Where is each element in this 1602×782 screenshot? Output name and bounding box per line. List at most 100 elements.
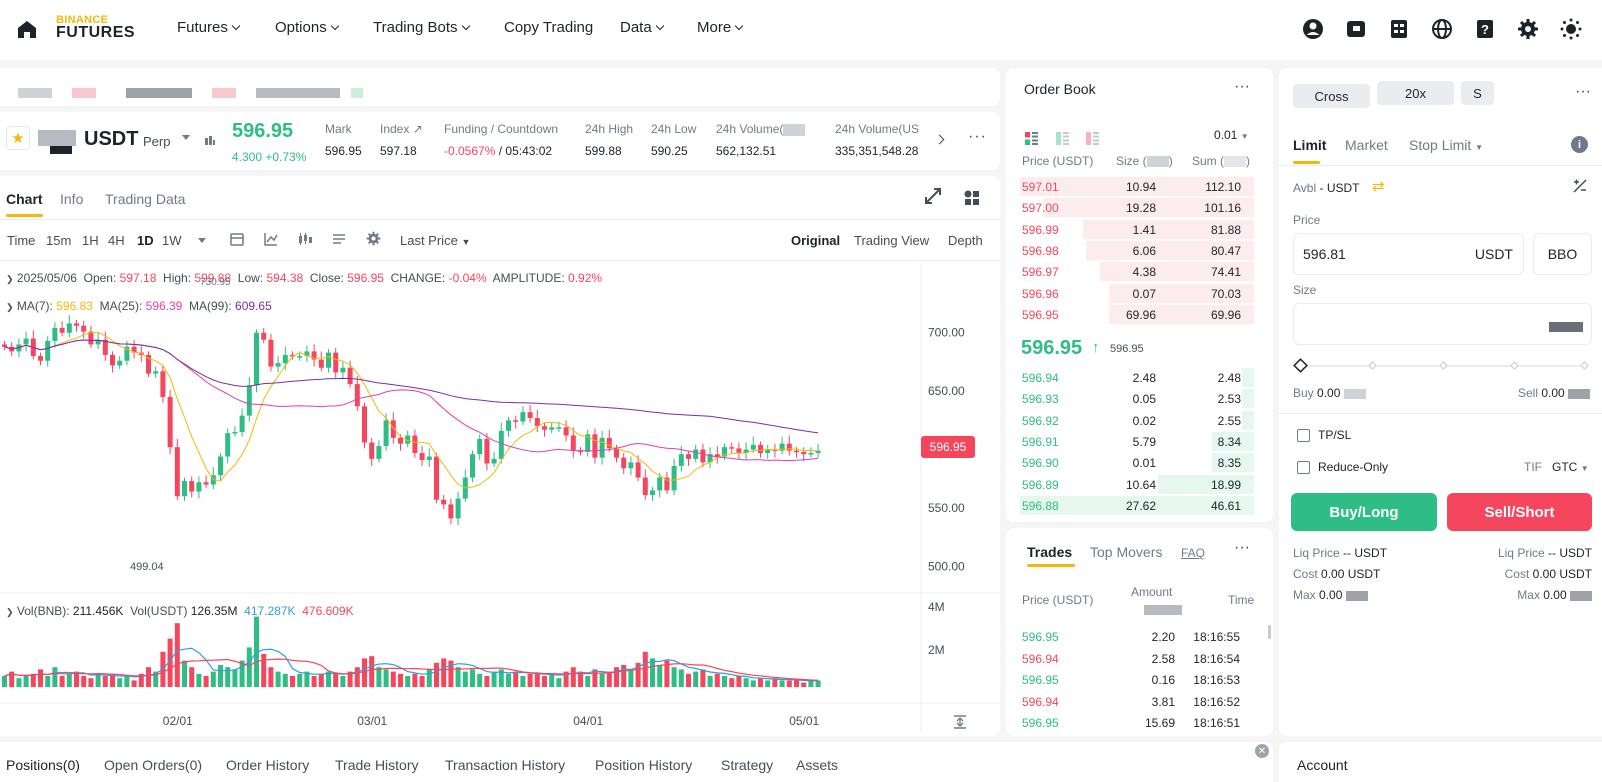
orderbook-row[interactable]: 596.88 27.62 46.61 (1010, 495, 1254, 516)
size-slider[interactable] (1293, 358, 1592, 374)
layout-icon[interactable] (963, 189, 981, 207)
orderbook-row[interactable]: 596.90 0.01 8.35 (1010, 452, 1254, 473)
gear-icon[interactable] (1517, 18, 1539, 40)
orderbook-row[interactable]: 596.89 10.64 18.99 (1010, 474, 1254, 495)
index-stat[interactable]: Index ↗ 597.18 (380, 122, 423, 158)
tpsl-checkbox[interactable] (1297, 429, 1310, 442)
buy-long-button[interactable]: Buy/Long (1291, 493, 1437, 531)
timeframe-time[interactable]: Time (7, 233, 36, 248)
price-type-select[interactable]: Last Price ▼ (400, 233, 470, 248)
timeframe-15m[interactable]: 15m (46, 233, 72, 248)
orderbook-row[interactable]: 596.96 0.07 70.03 (1010, 283, 1254, 304)
tab-order-history[interactable]: Order History (226, 757, 310, 773)
user-icon[interactable] (1302, 18, 1324, 40)
tab-trades[interactable]: Trades (1027, 544, 1073, 560)
tab-open-orders[interactable]: Open Orders(0) (104, 757, 203, 773)
bbo-button[interactable]: BBO (1533, 233, 1592, 275)
home-icon[interactable] (16, 18, 38, 40)
collapse-icon[interactable]: ❯ (6, 607, 14, 617)
tab-strategy[interactable]: Strategy (721, 757, 774, 773)
leverage-button[interactable]: 20x (1377, 81, 1454, 105)
orderbook-row[interactable]: 596.92 0.02 2.55 (1010, 410, 1254, 431)
tab-positions[interactable]: Positions(0) (6, 757, 80, 773)
nav-futures[interactable]: Futures (177, 19, 241, 36)
drawing-tools-icon[interactable] (332, 232, 346, 246)
chevron-right-icon[interactable] (934, 134, 945, 145)
order-type-market[interactable]: Market (1345, 137, 1388, 153)
tab-trade-history[interactable]: Trade History (335, 757, 419, 773)
tab-trading-data[interactable]: Trading Data (105, 191, 186, 207)
collapse-icon[interactable]: ❯ (6, 302, 14, 312)
close-icon[interactable]: ✕ (1255, 744, 1269, 758)
orderbook-row[interactable]: 597.01 10.94 112.10 (1010, 176, 1254, 197)
more-icon[interactable]: ··· (968, 128, 987, 145)
view-depth[interactable]: Depth (948, 233, 983, 248)
nav-trading-bots[interactable]: Trading Bots (373, 19, 470, 36)
book-bids-icon[interactable] (1056, 132, 1069, 145)
info-icon[interactable]: i (1571, 136, 1588, 153)
brand-logo[interactable]: BINANCE FUTURES (56, 14, 135, 42)
sell-short-button[interactable]: Sell/Short (1447, 493, 1592, 531)
scrollbar[interactable] (1268, 625, 1271, 639)
margin-mode-button[interactable]: Cross (1293, 84, 1370, 108)
tab-chart[interactable]: Chart (6, 191, 43, 207)
order-type-stop-limit[interactable]: Stop Limit ▼ (1409, 137, 1483, 153)
tab-top-movers[interactable]: Top Movers (1090, 544, 1163, 560)
more-icon[interactable]: ··· (1575, 83, 1591, 100)
calculator-icon[interactable] (1572, 178, 1588, 194)
auto-scale-icon[interactable] (953, 715, 967, 729)
help-icon[interactable]: ? (1474, 18, 1496, 40)
tab-position-history[interactable]: Position History (595, 757, 693, 773)
chart-settings-icon[interactable] (366, 231, 381, 246)
view-trading-view[interactable]: Trading View (854, 233, 930, 248)
tick-size-select[interactable]: 0.01 ▼ (1214, 128, 1249, 142)
orderbook-row[interactable]: 597.00 19.28 101.16 (1010, 197, 1254, 218)
timeframe-dropdown-icon[interactable] (198, 238, 206, 243)
orderbook-row[interactable]: 596.97 4.38 74.41 (1010, 261, 1254, 282)
chart-icon[interactable] (204, 134, 216, 146)
asset-mode-button[interactable]: S (1461, 81, 1494, 105)
timeframe-1d[interactable]: 1D (137, 233, 154, 248)
faq-link[interactable]: FAQ (1181, 546, 1206, 560)
theme-icon[interactable] (1560, 18, 1582, 40)
size-input[interactable] (1293, 303, 1592, 345)
orderbook-row[interactable]: 596.91 5.79 8.34 (1010, 431, 1254, 452)
nav-more[interactable]: More (697, 19, 744, 36)
orderbook-row[interactable]: 596.95 69.96 69.96 (1010, 304, 1254, 325)
symbol-name[interactable]: USDT (84, 128, 139, 150)
orderbook-row[interactable]: 596.94 2.48 2.48 (1010, 367, 1254, 388)
fullscreen-icon[interactable] (924, 187, 942, 205)
order-type-limit[interactable]: Limit (1293, 137, 1327, 153)
favorite-star-icon[interactable]: ★ (6, 126, 30, 150)
orderbook-row[interactable]: 596.98 6.06 80.47 (1010, 240, 1254, 261)
view-original[interactable]: Original (791, 233, 841, 248)
timeframe-1w[interactable]: 1W (162, 233, 182, 248)
calendar-icon[interactable] (230, 232, 244, 246)
timeframe-1h[interactable]: 1H (82, 233, 99, 248)
symbol-dropdown-icon[interactable] (182, 135, 190, 140)
collapse-icon[interactable]: ❯ (6, 274, 14, 284)
nav-data[interactable]: Data (620, 19, 664, 36)
wallet-icon[interactable] (1345, 18, 1367, 40)
price-input[interactable]: 596.81 USDT (1293, 233, 1524, 275)
nav-options[interactable]: Options (275, 19, 339, 36)
more-icon[interactable]: ··· (1234, 539, 1250, 556)
tab-transaction-history[interactable]: Transaction History (445, 757, 566, 773)
transfer-icon[interactable]: ⇄ (1372, 178, 1385, 195)
book-both-icon[interactable] (1025, 132, 1038, 145)
orderbook-row[interactable]: 596.93 0.05 2.53 (1010, 388, 1254, 409)
reduce-only-checkbox[interactable] (1297, 461, 1310, 474)
tab-assets[interactable]: Assets (796, 757, 839, 773)
nav-copy-trading[interactable]: Copy Trading (504, 19, 593, 36)
orderbook-row[interactable]: 596.99 1.41 81.88 (1010, 219, 1254, 240)
book-asks-icon[interactable] (1086, 132, 1099, 145)
candle-type-icon[interactable] (297, 232, 313, 246)
tif-select[interactable]: GTC ▼ (1552, 460, 1589, 474)
indicator-icon[interactable] (264, 232, 278, 246)
mid-price[interactable]: 596.95 (1021, 337, 1083, 359)
orders-icon[interactable] (1388, 18, 1410, 40)
tab-info[interactable]: Info (60, 191, 84, 207)
globe-icon[interactable] (1431, 18, 1453, 40)
timeframe-4h[interactable]: 4H (108, 233, 125, 248)
